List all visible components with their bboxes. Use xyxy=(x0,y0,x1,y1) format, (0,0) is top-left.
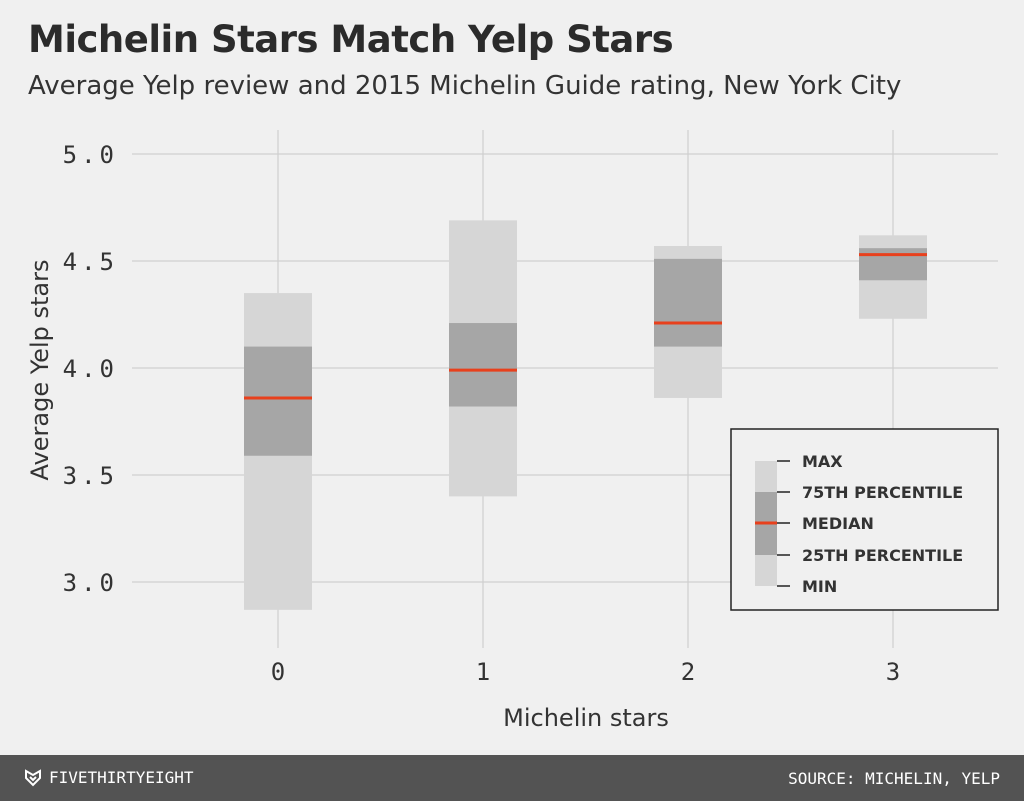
box-series xyxy=(244,220,927,610)
boxplot-chart: 3.0 3.5 4.0 4.5 5.0 0 1 2 3 Average Yelp stars M… xyxy=(26,130,999,732)
x-tick-label: 2 xyxy=(681,658,695,686)
legend-label: 75TH PERCENTILE xyxy=(802,483,963,502)
axis-labels: 3.0 3.5 4.0 4.5 5.0 0 1 2 3 xyxy=(63,141,901,686)
y-tick-label: 3.5 xyxy=(63,462,118,490)
iqr-box-3-stars xyxy=(859,248,927,281)
x-axis-label: Michelin stars xyxy=(503,704,669,732)
legend-label: MAX xyxy=(802,452,843,471)
iqr-box-0-stars xyxy=(244,346,312,456)
x-tick-label: 3 xyxy=(886,658,900,686)
brand-name: FIVETHIRTYEIGHT xyxy=(49,768,194,787)
y-tick-label: 4.0 xyxy=(63,355,118,383)
footer-bar: FIVETHIRTYEIGHT SOURCE: MICHELIN, YELP xyxy=(0,755,1024,801)
legend-label: 25TH PERCENTILE xyxy=(802,546,963,565)
y-tick-label: 3.0 xyxy=(63,569,118,597)
chart-subtitle: Average Yelp review and 2015 Michelin Gu… xyxy=(28,71,902,101)
y-tick-label: 4.5 xyxy=(63,248,118,276)
legend-label: MEDIAN xyxy=(802,514,874,533)
legend-items: MAX 75TH PERCENTILE MEDIAN 25TH PERCENTILE M… xyxy=(777,452,963,596)
legend: MAX 75TH PERCENTILE MEDIAN 25TH PERCENTILE M… xyxy=(730,428,999,611)
legend-label: MIN xyxy=(802,577,837,596)
x-tick-label: 1 xyxy=(476,658,490,686)
y-axis-label: Average Yelp stars xyxy=(26,260,54,481)
chart-title: Michelin Stars Match Yelp Stars xyxy=(28,18,674,61)
iqr-box-2-stars xyxy=(654,258,722,347)
source-note: SOURCE: MICHELIN, YELP xyxy=(788,769,1000,788)
brand: FIVETHIRTYEIGHT xyxy=(24,768,194,787)
y-tick-label: 5.0 xyxy=(63,141,118,169)
iqr-box-1-stars xyxy=(449,323,517,407)
x-tick-label: 0 xyxy=(271,658,285,686)
fivethirtyeight-logo-icon xyxy=(25,768,41,786)
